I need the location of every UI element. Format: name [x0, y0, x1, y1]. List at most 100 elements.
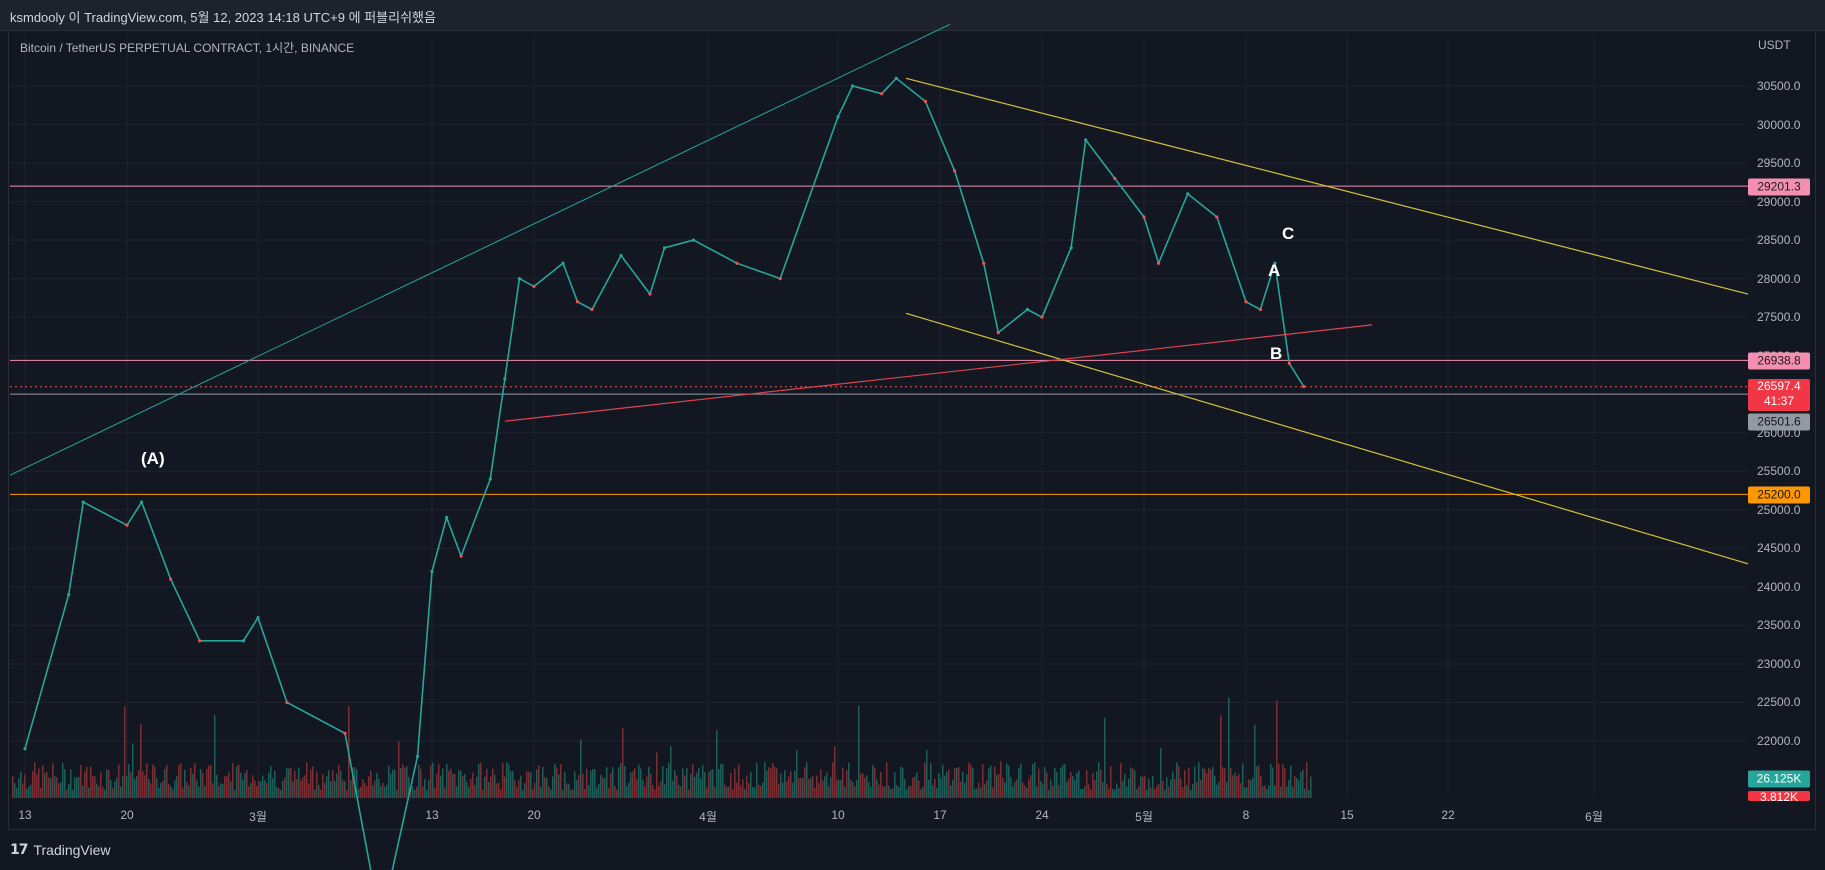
volume-bar [146, 763, 148, 798]
price-point [256, 616, 260, 620]
volume-bar [374, 780, 376, 798]
price-point [488, 477, 492, 481]
volume-bar [76, 777, 78, 798]
volume-bar [892, 788, 894, 798]
volume-bar [106, 769, 108, 798]
volume-bar [1276, 700, 1278, 798]
volume-bar [910, 785, 912, 798]
volume-bar [1238, 774, 1240, 798]
volume-bar [586, 768, 588, 798]
volume-bar [1232, 775, 1234, 798]
volume-bar [396, 789, 398, 798]
volume-bar [324, 782, 326, 798]
volume-bar [444, 787, 446, 798]
volume-bar [242, 779, 244, 798]
volume-bar [1146, 789, 1148, 798]
price-point [1258, 307, 1263, 312]
volume-bar [1108, 788, 1110, 798]
price-tick-label: 25000.0 [1757, 502, 1801, 517]
volume-bar [1286, 786, 1288, 798]
volume-bar [648, 766, 650, 798]
volume-bar [1050, 779, 1052, 798]
symbol-title[interactable]: Bitcoin / TetherUS PERPETUAL CONTRACT, 1… [20, 41, 355, 55]
volume-bar [490, 776, 492, 798]
volume-bar [522, 789, 524, 798]
volume-bar [534, 782, 536, 798]
volume-bar [382, 783, 384, 798]
tradingview-logo[interactable]: 𝟭𝟳 TradingView [10, 841, 111, 858]
volume-bar [1210, 769, 1212, 798]
volume-bar [1214, 775, 1216, 798]
volume-bar [506, 762, 508, 798]
volume-bar [1082, 788, 1084, 798]
price-point [1025, 307, 1030, 312]
volume-bar [1260, 775, 1262, 798]
volume-bar [332, 770, 334, 798]
volume-bar [142, 771, 144, 798]
volume-bar [36, 774, 38, 798]
volume-bar [776, 768, 778, 798]
volume-bar [302, 777, 304, 798]
chart-frame[interactable] [8, 30, 1816, 830]
volume-bar [712, 769, 714, 798]
wave-label-big-a: (A) [141, 449, 165, 468]
volume-bar [204, 786, 206, 798]
volume-bar [1084, 786, 1086, 798]
volume-bar [1154, 788, 1156, 798]
volume-bar [218, 785, 220, 798]
volume-bar [938, 773, 940, 798]
volume-bar [60, 782, 62, 798]
volume-bar [750, 772, 752, 798]
volume-bar [594, 769, 596, 798]
volume-bar [1164, 789, 1166, 798]
volume-bar [524, 783, 526, 798]
date-tick-label: 3월 [249, 810, 267, 824]
volume-bar [92, 776, 94, 798]
volume-bar [652, 784, 654, 798]
volume-bar [588, 785, 590, 798]
volume-bar [232, 763, 234, 798]
volume-bar [470, 778, 472, 798]
volume-bar [644, 786, 646, 798]
volume-bar [476, 776, 478, 798]
red-trend-line [504, 324, 1373, 422]
volume-bar [32, 771, 34, 798]
volume-bar [358, 788, 360, 798]
volume-bar [924, 762, 926, 798]
volume-bar [694, 776, 696, 798]
volume-bar [742, 779, 744, 798]
volume-bar [424, 778, 426, 798]
volume-bar [830, 777, 832, 798]
volume-bar [1266, 788, 1268, 798]
volume-bar [574, 771, 576, 798]
volume-bar [326, 776, 328, 798]
volume-bar [972, 767, 974, 798]
volume-bar [572, 789, 574, 798]
volume-bar [120, 786, 122, 798]
volume-bar [492, 768, 494, 798]
volume-bar [592, 769, 594, 798]
horizontal-levels [10, 185, 1748, 495]
volume-bar [1170, 779, 1172, 798]
volume-bar [912, 777, 914, 798]
volume-bar [852, 782, 854, 798]
volume-bar [90, 766, 92, 798]
volume-bar [760, 785, 762, 798]
volume-bar [496, 783, 498, 798]
volume-bar [1226, 781, 1228, 798]
volume-bar [118, 764, 120, 798]
volume-bar [320, 789, 322, 798]
volume-bar [1106, 783, 1108, 798]
price-point [1244, 300, 1248, 304]
volume-bar [720, 764, 722, 798]
price-point [1113, 176, 1117, 181]
volume-bar [768, 767, 770, 798]
volume-bar [642, 779, 644, 798]
volume-bar [178, 765, 180, 798]
volume-bar [976, 788, 978, 798]
volume-bar [898, 786, 900, 798]
volume-bar [1062, 764, 1064, 798]
volume-bar [1044, 766, 1046, 798]
volume-bar [370, 770, 372, 798]
